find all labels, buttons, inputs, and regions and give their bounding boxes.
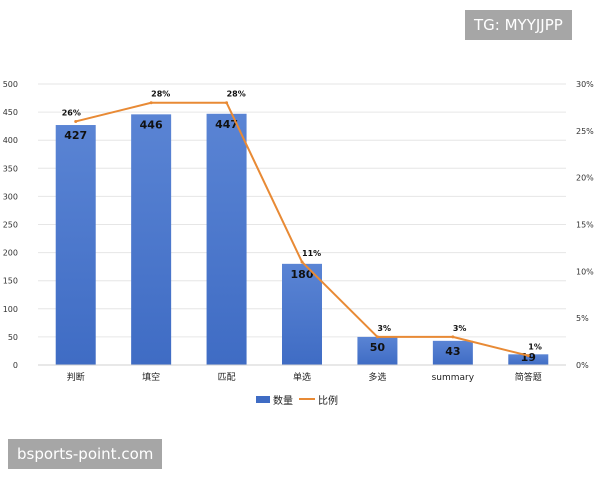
line-value-label: 28% — [227, 90, 246, 99]
axes: 0 50 100 150 200 250 300 350 400 450 500 0% 5% 10% 15%… — [3, 80, 594, 383]
x-tick-label: 匹配 — [218, 372, 236, 383]
bar — [282, 263, 322, 365]
bar-value-label: 19 — [521, 351, 536, 364]
line-point — [300, 260, 304, 264]
x-tick-label: 单选 — [293, 371, 311, 383]
y-left-tick-label: 450 — [3, 108, 18, 117]
bar — [432, 340, 473, 365]
legend-line-label: 比例 — [318, 395, 338, 407]
bar-value-label: 427 — [64, 129, 87, 142]
line-value-label: 26% — [62, 108, 81, 117]
line-point — [225, 101, 229, 105]
legend: 数量 比例 — [256, 391, 338, 407]
legend-bar-swatch — [256, 395, 270, 403]
y-right-tick-label: 10% — [576, 267, 594, 276]
legend-bar-label: 数量 — [273, 395, 293, 407]
line-point — [526, 354, 530, 358]
y-left-tick-label: 350 — [3, 164, 18, 173]
line-series: 26% 28% 28% 11% 3% 3% 1% — [62, 90, 542, 358]
y-right-tick-label: 5% — [576, 314, 589, 323]
watermark-bottom-left: bsports-point.com — [8, 439, 163, 469]
y-left-tick-label: 400 — [3, 136, 18, 145]
legend-item-bar: 数量 — [256, 392, 293, 407]
bar-value-label: 43 — [445, 345, 460, 358]
y-right-tick-label: 25% — [576, 127, 594, 136]
bar — [131, 114, 172, 366]
bar-value-label: 50 — [370, 341, 386, 354]
x-tick-label: 简答题 — [515, 371, 542, 383]
x-tick-label: summary — [432, 373, 475, 383]
bar-series: 427 446 447 180 50 43 19 — [55, 113, 549, 366]
y-left-tick-label: 150 — [3, 277, 18, 286]
grid-lines — [38, 83, 566, 338]
line-point — [375, 335, 379, 339]
bar-value-label: 447 — [215, 118, 238, 131]
watermark-top-right: TG: MYYJJPP — [465, 10, 572, 40]
y-left-tick-label: 50 — [8, 333, 18, 342]
y-right-tick-label: 0% — [576, 361, 589, 370]
bar — [55, 125, 96, 365]
line-value-label: 3% — [377, 324, 391, 333]
y-left-tick-label: 0 — [13, 361, 18, 370]
y-left-tick-label: 250 — [3, 221, 18, 230]
line-value-label: 11% — [302, 249, 321, 258]
y-right-tick-label: 15% — [576, 221, 594, 230]
line-value-label: 28% — [151, 90, 170, 99]
line-value-label: 1% — [528, 343, 542, 352]
line-point — [451, 335, 455, 339]
y-right-tick-label: 20% — [576, 174, 594, 183]
x-tick-label: 填空 — [142, 371, 160, 383]
line-point — [74, 119, 78, 123]
line-value-label: 3% — [453, 324, 467, 333]
bar-value-label: 180 — [291, 268, 314, 281]
x-tick-label: 判断 — [67, 371, 85, 383]
y-left-tick-label: 300 — [3, 192, 18, 201]
y-right-tick-label: 30% — [576, 80, 594, 89]
y-left-tick-label: 100 — [3, 305, 18, 314]
legend-item-line: 比例 — [299, 392, 338, 407]
legend-line-swatch — [299, 398, 315, 400]
bar — [508, 354, 549, 365]
x-tick-label: 多选 — [368, 371, 386, 383]
y-left-tick-label: 500 — [3, 80, 18, 89]
bar-value-label: 446 — [140, 118, 163, 131]
bar — [206, 113, 247, 365]
bar — [357, 336, 398, 365]
line-point — [149, 101, 153, 105]
y-left-tick-label: 200 — [3, 249, 18, 258]
